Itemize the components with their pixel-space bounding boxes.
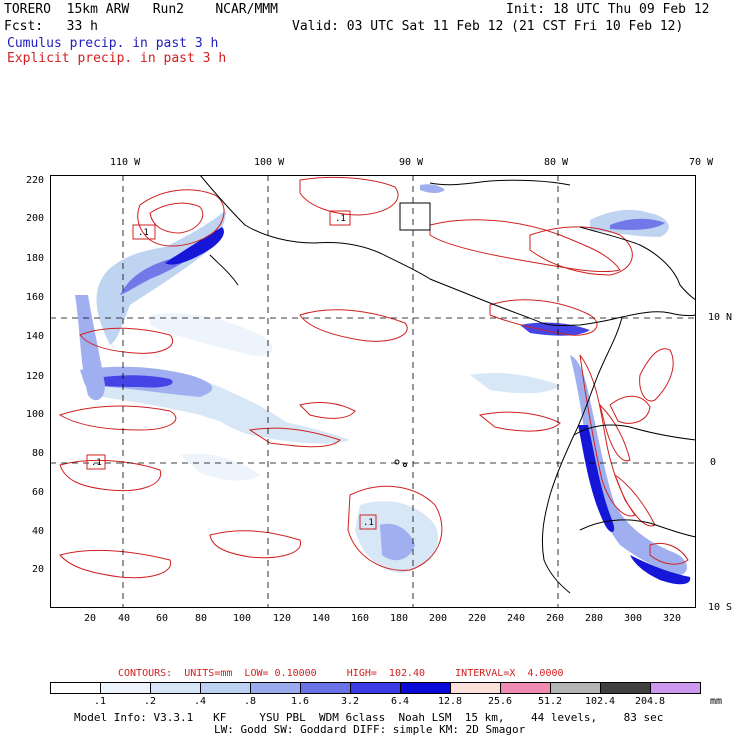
lon-label-70w: 70 W bbox=[689, 157, 714, 168]
explicit-precip-contours bbox=[58, 176, 689, 579]
lon-label-100w: 100 W bbox=[254, 157, 285, 168]
model-info-line1: Model Info: V3.3.1 KF YSU PBL WDM 6class… bbox=[74, 711, 664, 724]
contour-info: CONTOURS: UNITS=mm LOW= 0.10000 HIGH= 10… bbox=[118, 668, 564, 679]
y-tick: 140 bbox=[26, 331, 45, 342]
colorbar-swatch bbox=[50, 682, 101, 694]
y-tick: 160 bbox=[26, 292, 45, 303]
y-tick: 20 bbox=[32, 564, 45, 575]
colorbar-label: 1.6 bbox=[290, 696, 310, 707]
y-tick: 220 bbox=[26, 175, 45, 186]
coastlines bbox=[199, 175, 696, 594]
x-tick: 300 bbox=[624, 613, 643, 624]
colorbar-swatch bbox=[300, 682, 351, 694]
x-tick: 200 bbox=[429, 613, 448, 624]
colorbar-label: .1 bbox=[93, 696, 107, 707]
label-boxes bbox=[86, 210, 377, 530]
colorbar-label: 25.6 bbox=[487, 696, 513, 707]
colorbar-swatch bbox=[400, 682, 451, 694]
valid-time: Valid: 03 UTC Sat 11 Feb 12 (21 CST Fri … bbox=[292, 19, 684, 34]
y-tick: 60 bbox=[32, 487, 45, 498]
cumulus-precip-shading bbox=[75, 184, 691, 585]
forecast-hour: Fcst: 33 h bbox=[4, 19, 98, 34]
model-info-line2: LW: Godd SW: Goddard DIFF: simple KM: 2D… bbox=[214, 723, 526, 736]
colorbar-swatch bbox=[150, 682, 201, 694]
x-tick: 40 bbox=[118, 613, 131, 624]
y-tick: 180 bbox=[26, 253, 45, 264]
x-tick: 100 bbox=[233, 613, 252, 624]
y-tick: 80 bbox=[32, 448, 45, 459]
colorbar-swatch bbox=[450, 682, 501, 694]
colorbar-swatch bbox=[200, 682, 251, 694]
precip-map: .1 .1 .1 .1 bbox=[50, 175, 696, 608]
x-tick: 140 bbox=[312, 613, 331, 624]
y-tick: 100 bbox=[26, 409, 45, 420]
lon-label-110w: 110 W bbox=[110, 157, 141, 168]
colorbar-label: 3.2 bbox=[340, 696, 360, 707]
colorbar-swatch bbox=[650, 682, 701, 694]
x-tick: 260 bbox=[546, 613, 565, 624]
model-title: TORERO 15km ARW Run2 NCAR/MMM bbox=[4, 2, 278, 17]
colorbar-label: 102.4 bbox=[584, 696, 616, 707]
box-label: .1 bbox=[335, 214, 346, 224]
x-tick: 80 bbox=[195, 613, 208, 624]
x-tick: 160 bbox=[351, 613, 370, 624]
x-tick: 60 bbox=[156, 613, 169, 624]
colorbar-label: .4 bbox=[193, 696, 207, 707]
colorbar-label: 51.2 bbox=[537, 696, 563, 707]
lon-label-90w: 90 W bbox=[399, 157, 424, 168]
colorbar-swatch bbox=[350, 682, 401, 694]
colorbar-label: 204.8 bbox=[634, 696, 666, 707]
x-tick: 240 bbox=[507, 613, 526, 624]
x-tick: 280 bbox=[585, 613, 604, 624]
y-tick: 200 bbox=[26, 213, 45, 224]
colorbar-swatch bbox=[600, 682, 651, 694]
x-tick: 20 bbox=[84, 613, 97, 624]
init-time: Init: 18 UTC Thu 09 Feb 12 bbox=[506, 2, 710, 17]
x-tick: 120 bbox=[273, 613, 292, 624]
latlon-gridlines bbox=[50, 175, 696, 608]
y-tick: 120 bbox=[26, 371, 45, 382]
cumulus-legend-label: Cumulus precip. in past 3 h bbox=[7, 36, 219, 51]
lat-label-10n: 10 N bbox=[708, 312, 733, 323]
colorbar-label: 12.8 bbox=[437, 696, 463, 707]
colorbar-label: .8 bbox=[243, 696, 257, 707]
x-tick: 320 bbox=[663, 613, 682, 624]
colorbar-label: 6.4 bbox=[390, 696, 410, 707]
colorbar-swatch bbox=[550, 682, 601, 694]
y-tick: 40 bbox=[32, 526, 45, 537]
colorbar-units: mm bbox=[709, 696, 723, 707]
colorbar-swatch bbox=[500, 682, 551, 694]
x-tick: 180 bbox=[390, 613, 409, 624]
x-tick: 220 bbox=[468, 613, 487, 624]
colorbar-label: .2 bbox=[143, 696, 157, 707]
colorbar-swatch bbox=[250, 682, 301, 694]
explicit-legend-label: Explicit precip. in past 3 h bbox=[7, 51, 227, 66]
lat-label-10s: 10 S bbox=[708, 602, 733, 613]
box-label: .1 bbox=[363, 518, 374, 528]
map-frame bbox=[50, 175, 696, 608]
box-label: .1 bbox=[138, 228, 149, 238]
lon-label-80w: 80 W bbox=[544, 157, 569, 168]
lat-label-0: 0 bbox=[710, 457, 717, 468]
colorbar-swatch bbox=[100, 682, 151, 694]
box-label: .1 bbox=[91, 458, 102, 468]
